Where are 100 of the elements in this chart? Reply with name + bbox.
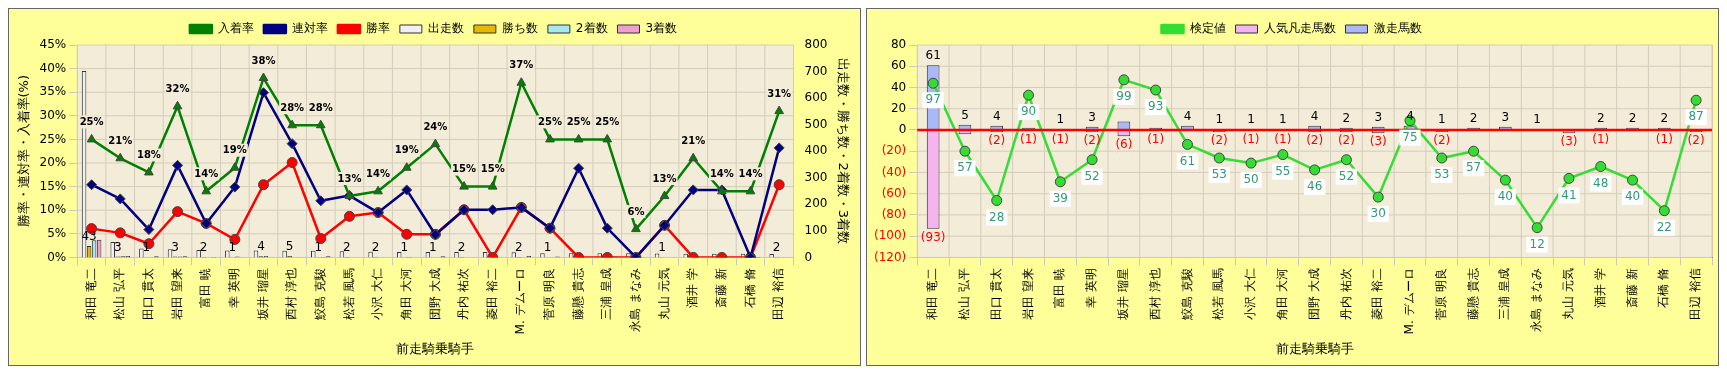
data-label: 31% [767,87,792,99]
data-label: (1) [1655,132,1673,147]
data-label: 2 [1628,110,1637,125]
data-label: (2) [1337,133,1355,148]
data-label: (1) [1242,132,1260,147]
y2-tick-label: 800 [804,37,828,52]
data-label: 25% [566,116,591,127]
y2-tick-label: 200 [804,196,828,211]
x-tick-label: M. デムーロ [513,268,528,335]
data-label: 1 [1247,112,1255,127]
data-label: 19% [222,144,247,156]
x-tick-label: 岩田 望来 [1020,268,1035,321]
x-tick-label: 松山 弘平 [112,268,127,321]
data-label: 14% [366,167,391,179]
data-label: (3) [1560,134,1578,149]
legend-label: 2着数 [575,21,608,36]
data-label: 14% [738,167,763,179]
x-tick-label: 丸山 元気 [656,268,671,321]
data-label: 55 [1275,163,1291,178]
data-label: 14% [194,167,219,179]
data-label: 6% [627,205,645,217]
data-label: 18% [136,149,161,161]
y-tick-label: 80 [890,37,907,52]
y2-tick-label: 300 [804,169,828,184]
y-tick-label: 60 [890,58,907,73]
data-label: 46 [1306,179,1323,194]
x-tick-label: 石橋 脩 [1656,268,1671,309]
data-label: 4 [1310,108,1319,123]
y-tick-label: (100) [873,228,907,243]
x-tick-label: 西村 淳也 [284,268,299,321]
legend-label: 激走馬数 [1373,21,1422,36]
data-label: (1) [1274,132,1292,147]
x-tick-label: 岩田 望来 [169,268,184,321]
data-label: (2) [1210,133,1228,148]
data-label: 28% [280,101,305,113]
x-tick-label: 団野 大成 [1306,268,1321,321]
data-label: 1 [314,240,323,255]
data-label: 40 [1624,189,1641,204]
y-tick-label: 40% [39,60,67,75]
data-label: 2 [1596,110,1605,125]
data-label: 61 [1179,153,1196,168]
y2-tick-label: 500 [804,116,828,131]
data-label: 12 [1529,236,1545,251]
data-label: 50 [1243,172,1259,187]
data-label: 1 [142,240,151,255]
data-label: 1 [1533,112,1541,127]
data-label: 1 [1437,112,1446,127]
data-label: 3 [1501,109,1510,124]
data-label: 15% [452,163,476,175]
x-tick-label: 田口 貫太 [141,268,156,321]
y-tick-label: 45% [39,37,67,52]
legend-label: 人気凡走馬数 [1263,21,1336,36]
y-tick-label: (80) [881,207,907,222]
y-tick-label: 25% [39,131,67,146]
data-label: 30 [1370,206,1386,221]
data-label: 25% [79,116,104,127]
x-tick-label: 田辺 裕信 [1688,268,1703,321]
data-label: 2 [343,240,351,255]
data-label: 1 [429,240,437,255]
x-tick-label: 団野 大成 [427,268,442,321]
y-tick-label: (60) [881,185,907,200]
data-label: 3 [113,239,122,254]
data-label: 22 [1656,219,1672,234]
data-label: 1 [1056,112,1065,127]
data-label: 21% [108,134,133,146]
x-tick-label: 松山 弘平 [957,268,972,321]
data-label: 19% [394,144,419,156]
data-label: 3 [1088,109,1096,124]
data-label: 13% [652,172,677,184]
y-tick-label: 35% [39,84,67,99]
data-label: 1 [543,240,552,255]
x-tick-label: 菱田 裕二 [1370,268,1385,321]
x-tick-label: 松若 風馬 [1211,268,1226,321]
x-tick-label: 三浦 皇成 [1497,268,1512,321]
y-tick-label: 0 [898,122,907,137]
x-tick-label: 永島 まなみ [1529,268,1544,333]
y-tick-label: (20) [881,143,907,158]
x-axis-title: 前走騎乗騎手 [396,340,475,356]
data-label: (1) [1051,132,1069,147]
data-label: 52 [1338,168,1355,183]
data-label: 5 [285,239,294,254]
y-tick-label: 40 [890,79,907,94]
legend-label: 出走数 [427,21,464,36]
data-label: 28 [989,209,1005,224]
y2-axis-title: 出走数・勝ち数・2着数・3着数 [835,58,851,244]
data-label: 40 [1497,189,1514,204]
data-label: 25% [538,116,562,127]
y2-tick-label: 600 [804,90,828,105]
data-label: 52 [1084,168,1100,183]
data-label: 3 [1374,109,1383,124]
legend-label: 3着数 [645,21,678,36]
x-tick-label: 鮫島 克駿 [1179,268,1194,321]
x-tick-label: 和田 竜二 [83,268,98,321]
x-tick-label: 丹内 祐次 [456,268,471,321]
data-label: 2 [515,240,523,255]
data-label: 21% [681,134,706,146]
data-label: 41 [1561,187,1577,202]
data-label: 87 [1688,109,1704,124]
data-label: 2 [1469,110,1478,125]
data-label: 1 [658,240,666,255]
